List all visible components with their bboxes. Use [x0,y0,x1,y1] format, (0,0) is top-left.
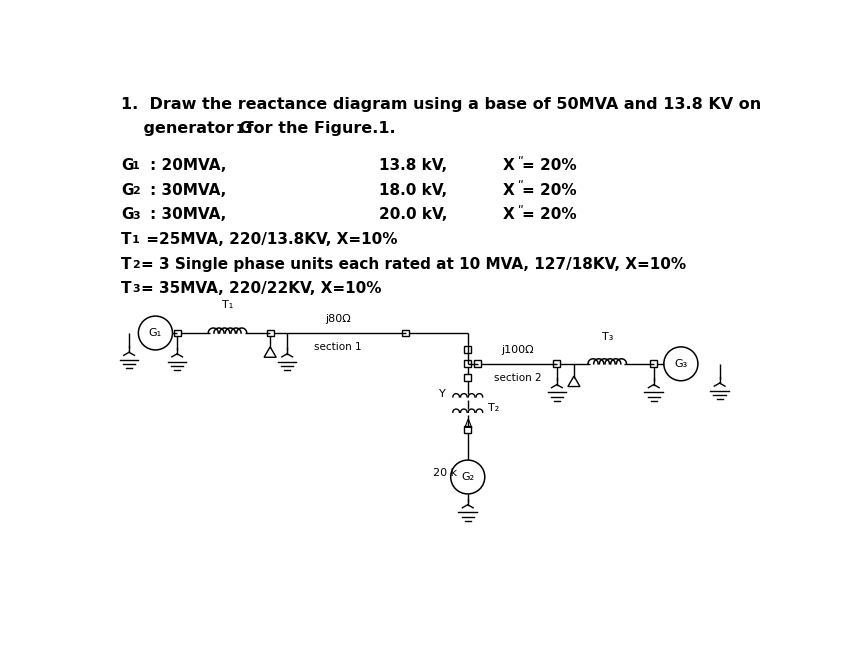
Text: 3: 3 [132,284,140,295]
Text: T₁: T₁ [222,300,233,310]
Text: : 30MVA,: : 30MVA, [150,207,226,222]
Text: G: G [121,207,134,222]
Bar [553,361,560,367]
Text: 3: 3 [132,210,140,220]
Text: T₂: T₂ [488,404,499,414]
Text: G: G [121,183,134,198]
Text: for the Figure.1.: for the Figure.1. [241,122,396,136]
Text: G₁: G₁ [149,328,162,338]
Text: =25MVA, 220/13.8KV, X=10%: =25MVA, 220/13.8KV, X=10% [142,232,398,247]
Text: T₃: T₃ [601,332,613,342]
Bar [464,347,472,353]
Text: = 20%: = 20% [522,207,576,222]
Text: G₃: G₃ [674,359,687,369]
Text: ʺ: ʺ [517,157,523,167]
Text: generator G: generator G [121,122,253,136]
Text: 1.  Draw the reactance diagram using a base of 50MVA and 13.8 KV on: 1. Draw the reactance diagram using a ba… [121,97,762,112]
Text: Y: Y [439,389,446,399]
Text: T: T [121,257,131,272]
Text: : 20MVA,: : 20MVA, [150,158,227,173]
Text: section 2: section 2 [494,373,541,383]
Bar [464,361,472,367]
Text: 20 k: 20 k [433,468,457,478]
Text: : 30MVA,: : 30MVA, [150,183,226,198]
Bar [402,329,409,337]
Bar [464,374,472,381]
Text: X: X [503,207,515,222]
Bar [474,361,481,367]
Text: 1: 1 [235,123,243,136]
Text: 1: 1 [132,235,140,245]
Text: ʺ: ʺ [517,181,523,191]
Text: X: X [503,183,515,198]
Bar [650,361,657,367]
Text: = 3 Single phase units each rated at 10 MVA, 127/18KV, X=10%: = 3 Single phase units each rated at 10 … [142,257,686,272]
Text: j80Ω: j80Ω [325,314,350,324]
Text: ʺ: ʺ [517,206,523,216]
Text: X: X [503,158,515,173]
Text: Δ: Δ [464,418,472,432]
Bar [464,426,472,433]
Text: 13.8 kV,: 13.8 kV, [379,158,447,173]
Text: G: G [121,158,134,173]
Text: = 20%: = 20% [522,183,576,198]
Text: 2: 2 [132,260,140,270]
Bar [266,329,274,337]
Text: T: T [121,282,131,296]
Bar [174,329,180,337]
Text: = 35MVA, 220/22KV, X=10%: = 35MVA, 220/22KV, X=10% [142,282,382,296]
Text: 1: 1 [132,161,140,171]
Text: G₂: G₂ [461,472,474,482]
Text: section 1: section 1 [314,342,362,352]
Text: j100Ω: j100Ω [501,345,533,355]
Text: 18.0 kV,: 18.0 kV, [379,183,447,198]
Text: 2: 2 [132,186,140,196]
Text: T: T [121,232,131,247]
Text: = 20%: = 20% [522,158,576,173]
Text: 20.0 kV,: 20.0 kV, [379,207,447,222]
